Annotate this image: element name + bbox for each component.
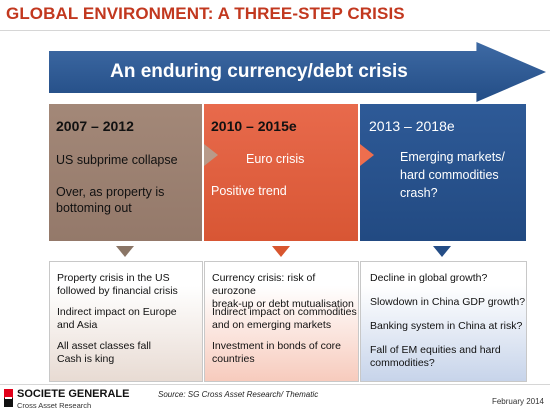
box-1-item-2: Indirect impact on Europe and Asia <box>57 306 177 331</box>
logo-flag-icon <box>4 389 13 407</box>
phase-1-detail-line-1: Over, as property is <box>56 185 165 199</box>
phase-card-3: 2013 – 2018e Emerging markets/ hard comm… <box>360 104 526 241</box>
box-1-item-1: Property crisis in the US followed by fin… <box>57 272 178 297</box>
box-3-item-4: Fall of EM equities and hard commodities? <box>370 344 501 369</box>
phase-2-pointer <box>204 144 218 166</box>
phase-1-period: 2007 – 2012 <box>56 118 134 134</box>
phase-1-heading: US subprime collapse <box>56 153 178 167</box>
phase-2-heading: Euro crisis <box>246 152 305 166</box>
phase-card-1: 2007 – 2012 US subprime collapse Over, a… <box>49 104 202 241</box>
page-title: GLOBAL ENVIRONMENT: A THREE-STEP CRISIS <box>6 4 405 23</box>
banner-label: An enduring currency/debt crisis <box>110 61 408 82</box>
title-divider <box>0 30 550 31</box>
box-3-item-1: Decline in global growth? <box>370 272 488 284</box>
phase-3-heading-line-2: hard commodities <box>400 168 499 182</box>
phase-1-down-arrow <box>116 246 134 257</box>
phase-2-down-arrow <box>272 246 290 257</box>
box-1-item-3: All asset classes fall Cash is king <box>57 340 151 365</box>
company-name: SOCIETE GENERALE <box>17 388 130 400</box>
phase-3-pointer <box>360 144 374 166</box>
box-3-item-2: Slowdown in China GDP growth? <box>370 296 526 308</box>
phase-card-2: 2010 – 2015e Euro crisis Positive trend <box>204 104 358 241</box>
timeline-arrow <box>49 42 546 102</box>
phase-3-down-arrow <box>433 246 451 257</box>
phase-2-period: 2010 – 2015e <box>211 118 297 134</box>
footer-divider <box>0 384 550 385</box>
box-2-item-1: Currency crisis: risk of eurozone break-u… <box>212 272 354 310</box>
phase-1-detail-line-2: bottoming out <box>56 201 132 215</box>
company-division: Cross Asset Research <box>17 401 92 410</box>
box-2-item-3: Investment in bonds of core countries <box>212 340 341 365</box>
detail-box-1: Property crisis in the US followed by fin… <box>49 261 203 382</box>
phase-3-period: 2013 – 2018e <box>369 118 455 134</box>
detail-box-2: Currency crisis: risk of eurozone break-u… <box>204 261 359 382</box>
box-3-item-3: Banking system in China at risk? <box>370 320 523 332</box>
publication-date: February 2014 <box>491 397 544 406</box>
box-2-item-2: Indirect impact on commodities and on eme… <box>212 306 357 331</box>
phase-2-detail-line-1: Positive trend <box>211 184 287 198</box>
detail-box-3: Decline in global growth? Slowdown in Ch… <box>360 261 527 382</box>
phase-3-heading-line-1: Emerging markets/ <box>400 150 505 164</box>
phase-3-heading-line-3: crash? <box>400 186 438 200</box>
source-note: Source: SG Cross Asset Research/ Themati… <box>158 390 319 399</box>
